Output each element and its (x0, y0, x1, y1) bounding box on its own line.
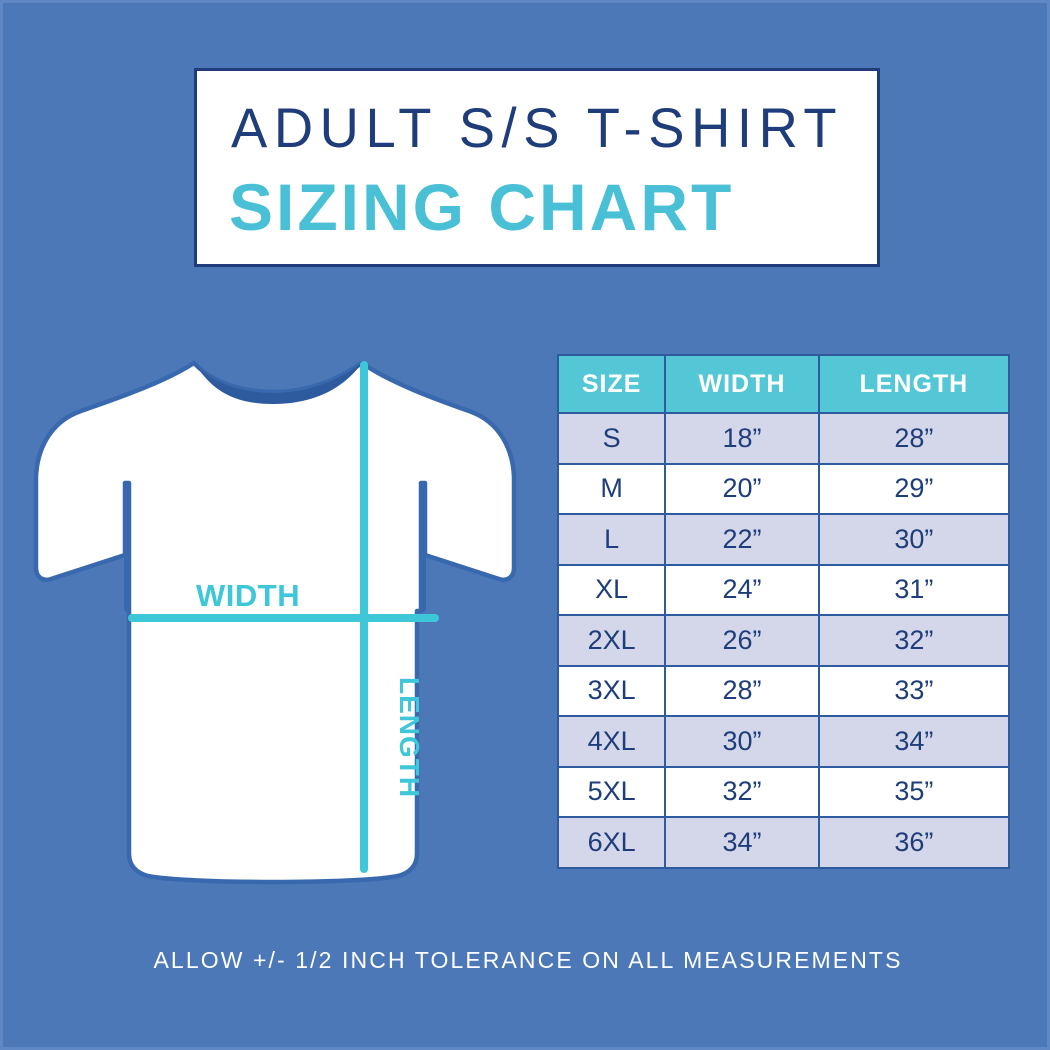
svg-text:LENGTH: LENGTH (394, 677, 425, 798)
svg-text:WIDTH: WIDTH (196, 578, 300, 613)
